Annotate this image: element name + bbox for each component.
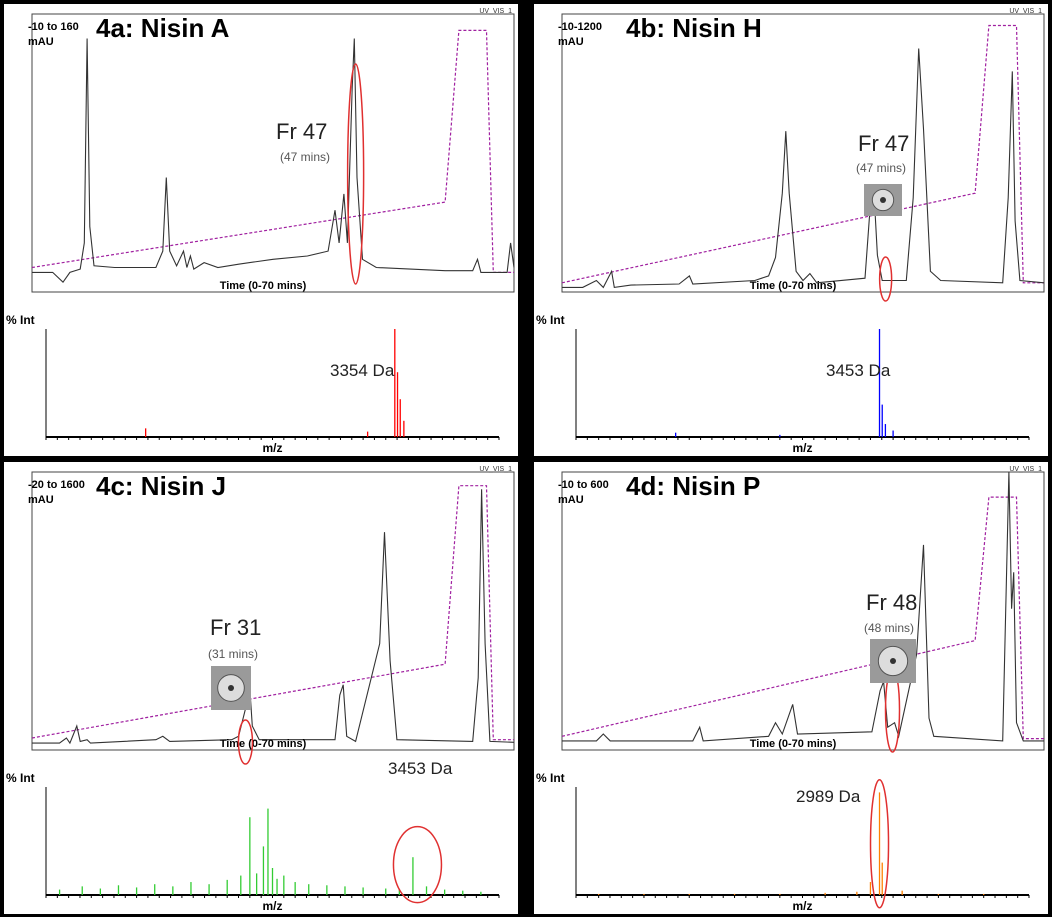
plate-spot: [890, 658, 896, 664]
range-label: -20 to 1600: [28, 479, 85, 491]
x-axis-label: Time (0-70 mins): [220, 738, 307, 750]
fraction-label: Fr 47: [858, 131, 909, 156]
detector-label: UV_VIS_1: [1009, 466, 1042, 473]
spectrum-y-label: % Int: [536, 313, 565, 327]
unit-label: mAU: [28, 36, 54, 48]
detector-label: UV_VIS_1: [479, 466, 512, 473]
highlight-ellipse: [869, 779, 890, 909]
fraction-time: (31 mins): [208, 647, 258, 661]
spectrum-x-label: m/z: [262, 899, 282, 913]
mass-label: 3453 Da: [388, 759, 453, 778]
mass-label: 3453 Da: [826, 361, 891, 380]
mass-label: 2989 Da: [796, 787, 861, 806]
mass-label: 3354 Da: [330, 361, 395, 380]
panel: [534, 462, 1048, 914]
unit-label: mAU: [558, 494, 584, 506]
chromatogram-trace: [32, 38, 515, 284]
fraction-label: Fr 47: [276, 119, 327, 144]
plot-frame: [31, 13, 515, 293]
x-axis-label: Time (0-70 mins): [220, 280, 307, 292]
unit-label: mAU: [28, 494, 54, 506]
spectrum-y-label: % Int: [6, 771, 35, 785]
spectrum-x-label: m/z: [262, 441, 282, 455]
fraction-label: Fr 48: [866, 590, 917, 615]
plot-frame: [31, 471, 515, 751]
fraction-time: (47 mins): [856, 161, 906, 175]
fraction-time: (47 mins): [280, 150, 330, 164]
detector-label: UV_VIS_1: [479, 8, 512, 15]
plot-frame: [561, 13, 1045, 293]
detector-label: UV_VIS_1: [1009, 8, 1042, 15]
spectrum-x-label: m/z: [792, 441, 812, 455]
gradient-line: [561, 24, 1044, 284]
chromatogram-trace: [32, 489, 515, 745]
panel: [4, 462, 518, 914]
spectrum-y-label: % Int: [536, 771, 565, 785]
plate-spot: [228, 685, 234, 691]
highlight-ellipse: [878, 256, 893, 302]
unit-label: mAU: [558, 36, 584, 48]
plot-frame: [561, 471, 1045, 751]
highlight-ellipse: [346, 63, 365, 285]
panel: [4, 4, 518, 456]
range-label: -10 to 600: [558, 479, 609, 491]
panel-title: 4c: Nisin J: [96, 471, 226, 501]
spectrum-y-label: % Int: [6, 313, 35, 327]
chromatogram-trace: [562, 48, 1045, 289]
panel-title: 4b: Nisin H: [626, 13, 762, 43]
range-label: -10 to 160: [28, 21, 79, 33]
gradient-line: [561, 496, 1044, 740]
x-axis-label: Time (0-70 mins): [750, 738, 837, 750]
panel-title: 4a: Nisin A: [96, 13, 230, 43]
highlight-ellipse: [392, 825, 443, 904]
panel: [534, 4, 1048, 456]
fraction-time: (48 mins): [864, 621, 914, 635]
gradient-line: [31, 485, 514, 741]
range-label: -10-1200: [558, 21, 602, 33]
fraction-label: Fr 31: [210, 615, 261, 640]
plate-spot: [880, 197, 886, 203]
x-axis-label: Time (0-70 mins): [750, 280, 837, 292]
spectrum-x-label: m/z: [792, 899, 812, 913]
highlight-ellipse: [237, 719, 254, 765]
panel-title: 4d: Nisin P: [626, 471, 760, 501]
